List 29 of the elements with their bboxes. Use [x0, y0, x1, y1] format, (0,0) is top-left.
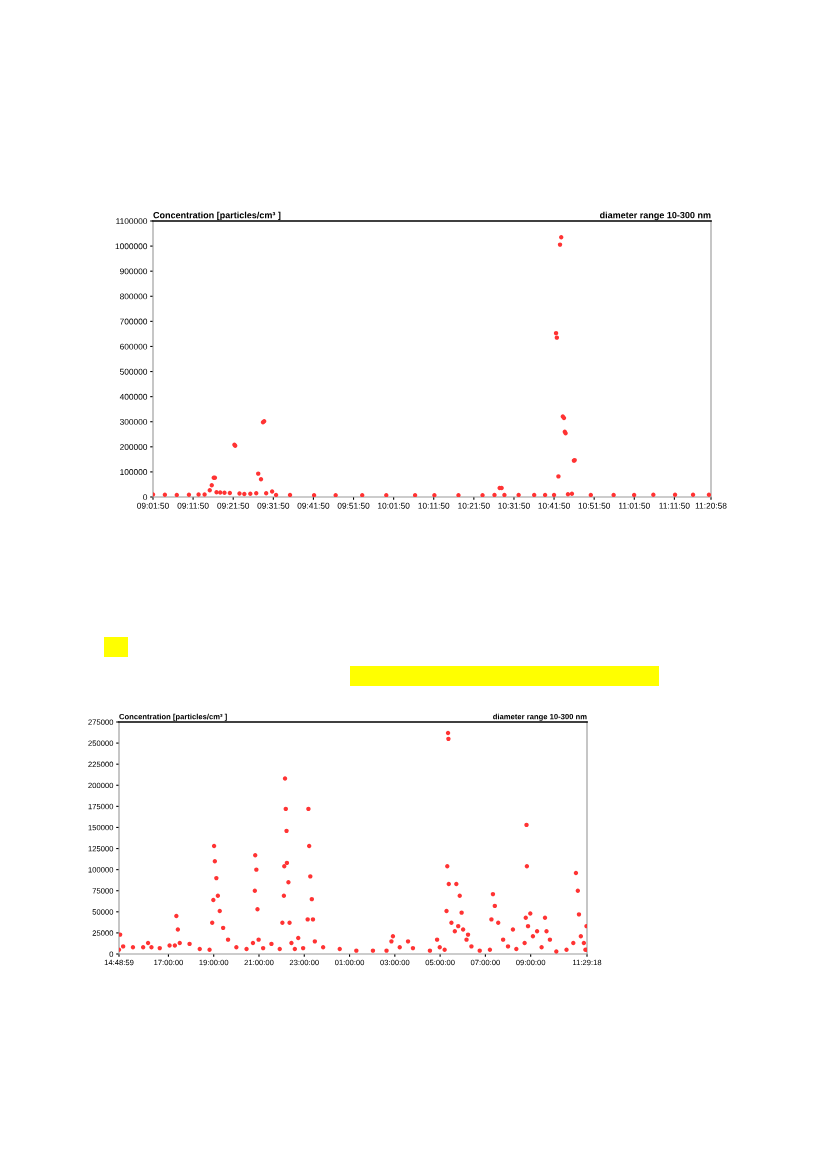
- y-tick-label: 1000000: [115, 243, 148, 250]
- x-tick-label: 10:21:50: [458, 502, 490, 509]
- x-tick-label: 09:31:50: [257, 502, 290, 509]
- y-tick-label: 100000: [120, 469, 148, 476]
- y-tick-label: 1100000: [116, 218, 148, 225]
- y-tick-label: 700000: [120, 318, 148, 325]
- y-tick-label: 300000: [119, 418, 148, 425]
- x-tick-label: 10:01:50: [378, 502, 410, 509]
- chart-title: Concentration [particles/cm³ ]: [153, 211, 281, 221]
- y-tick-label: 200000: [120, 444, 148, 450]
- x-tick-label: 10:51:50: [578, 502, 611, 509]
- y-tick-label: 400000: [119, 393, 148, 400]
- y-tick-label: 500000: [119, 368, 148, 375]
- chart-subtitle: diameter range 10-300 nm: [599, 211, 711, 221]
- x-tick-label: 09:11:50: [177, 502, 209, 509]
- x-tick-label: 11:11:50: [659, 502, 690, 509]
- x-tick-label: 10:41:50: [538, 502, 570, 509]
- x-tick-label: 10:11:50: [418, 502, 450, 509]
- y-tick-label: 600000: [120, 343, 148, 350]
- x-tick-label: 09:01:50: [137, 502, 169, 509]
- x-tick-label: 09:41:50: [297, 502, 330, 509]
- y-tick-label: 800000: [120, 293, 148, 300]
- y-tick-label: 0: [143, 494, 148, 501]
- x-tick-label: 11:20:58: [695, 502, 727, 509]
- x-tick-label: 09:51:50: [337, 502, 370, 509]
- y-tick-label: 900000: [120, 268, 148, 275]
- x-tick-label: 09:21:50: [217, 502, 250, 509]
- x-tick-label: 11:01:50: [619, 502, 650, 509]
- x-tick-label: 10:31:50: [498, 502, 530, 509]
